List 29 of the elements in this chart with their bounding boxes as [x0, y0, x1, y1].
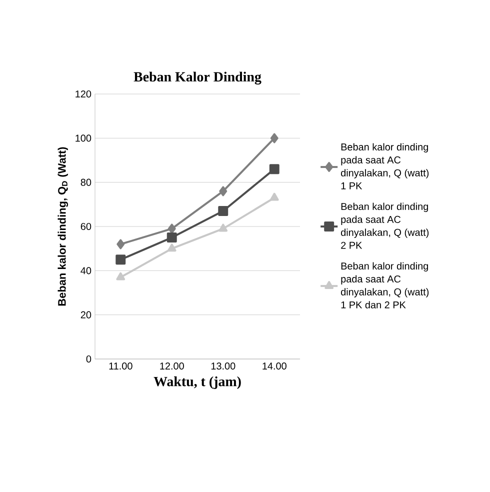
y-tick-label: 100 [76, 134, 92, 142]
point [167, 244, 176, 252]
point [269, 164, 280, 174]
legend-label: Beban kalor dinding pada saat AC dinyalakan, Q (watt) 1 PK [341, 143, 429, 190]
y-tick-label: 20 [80, 311, 92, 318]
x-tick-label: 11.00 [109, 362, 132, 370]
point [270, 133, 278, 144]
point [116, 254, 126, 265]
x-tick-label: 12.00 [160, 362, 184, 370]
point [116, 272, 126, 280]
x-tick-label: 13.00 [211, 362, 236, 370]
point [218, 224, 228, 232]
legend-label: Beban kalor dinding pada saat AC dinyalakan, Q (watt) 2 PK [341, 202, 429, 249]
point [219, 186, 228, 196]
y-tick-label: 120 [76, 90, 92, 98]
legend-label: Beban kalor dinding pada saat AC dinyalakan, Q (watt) 1 PK dan 2 PK [341, 262, 429, 308]
point [166, 232, 177, 243]
point [218, 206, 228, 216]
chart-title: Beban Kalor Dinding [134, 72, 262, 84]
y-tick-label: 80 [80, 178, 92, 186]
y-tick-label: 0 [86, 355, 92, 363]
point [168, 224, 176, 234]
y-axis-title: Beban kalor dinding, Q$_{D}$ (Watt) [58, 147, 68, 306]
x-axis-title: Waktu, t (jam) [154, 376, 241, 390]
point [270, 192, 279, 201]
x-tick-label: 14.00 [262, 362, 286, 370]
y-tick-label: 40 [80, 267, 92, 274]
y-tick-label: 60 [80, 222, 92, 230]
point [116, 239, 125, 250]
